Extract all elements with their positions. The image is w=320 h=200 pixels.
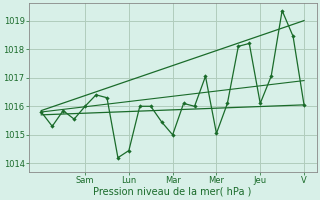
X-axis label: Pression niveau de la mer( hPa ): Pression niveau de la mer( hPa )	[93, 187, 252, 197]
